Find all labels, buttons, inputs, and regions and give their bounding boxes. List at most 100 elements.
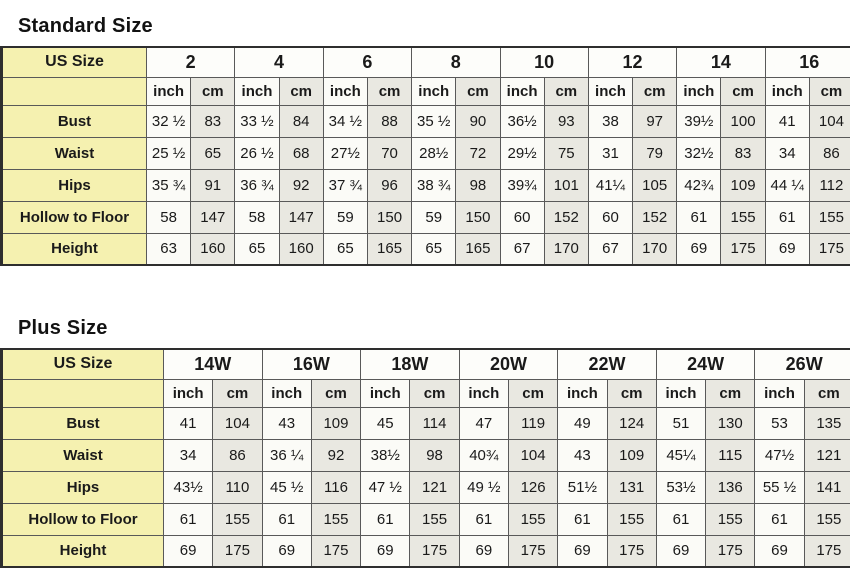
unit-header-cm: cm <box>409 378 460 408</box>
measurement-value-inch: 39¾ <box>499 168 545 202</box>
measurement-value-cm: 170 <box>543 232 589 266</box>
measurement-value-cm: 130 <box>705 406 756 440</box>
unit-header-cm: cm <box>705 378 756 408</box>
measurement-value-cm: 104 <box>212 406 263 440</box>
measurement-value-cm: 116 <box>310 470 362 504</box>
measurement-value-cm: 110 <box>212 470 263 504</box>
measurement-value-inch: 65 <box>411 232 457 266</box>
measurement-value-inch: 67 <box>587 232 634 266</box>
size-header: 6 <box>322 46 413 78</box>
measurement-value-inch: 61 <box>655 502 707 536</box>
measurement-value-cm: 155 <box>409 502 460 536</box>
measurement-value-inch: 60 <box>499 200 545 234</box>
size-header: 12 <box>587 46 678 78</box>
measurement-value-inch: 61 <box>360 502 411 536</box>
measurement-value-cm: 104 <box>507 438 559 472</box>
measurement-value-inch: 44 ¼ <box>764 168 810 202</box>
standard-size-section: Standard Size US Size 2 4 6 8 10 12 14 16 inch cm i… <box>0 14 850 266</box>
measurement-value-cm: 136 <box>705 470 756 504</box>
label-column-spacer <box>1 76 147 106</box>
measurement-value-inch: 31 <box>587 136 634 170</box>
measurement-value-cm: 98 <box>455 168 501 202</box>
measurement-value-cm: 126 <box>507 470 559 504</box>
measurement-value-inch: 34 ½ <box>322 104 368 138</box>
measurement-label: Hollow to Floor <box>1 502 164 536</box>
measurement-value-inch: 38 <box>587 104 634 138</box>
size-header: 4 <box>234 46 324 78</box>
measurement-value-cm: 155 <box>310 502 362 536</box>
measurement-value-inch: 43 <box>261 406 312 440</box>
measurement-value-cm: 165 <box>366 232 413 266</box>
measurement-value-cm: 109 <box>720 168 766 202</box>
plus-size-table: US Size 14W 16W 18W 20W 22W 24W 26W inch cm inch cm… <box>0 348 850 568</box>
measurement-value-cm: 83 <box>190 104 236 138</box>
measurement-value-cm: 91 <box>190 168 236 202</box>
measurement-value-cm: 124 <box>606 406 657 440</box>
measurement-value-inch: 53 <box>754 406 805 440</box>
measurement-value-cm: 155 <box>808 200 850 234</box>
measurement-value-inch: 29½ <box>499 136 545 170</box>
measurement-value-cm: 175 <box>507 534 559 568</box>
unit-header-inch: inch <box>261 378 312 408</box>
unit-header-inch: inch <box>764 76 810 106</box>
measurement-value-cm: 147 <box>278 200 324 234</box>
measurement-value-cm: 79 <box>632 136 678 170</box>
measurement-value-inch: 35 ¾ <box>145 168 192 202</box>
measurement-value-inch: 32 ½ <box>145 104 192 138</box>
measurement-label: Waist <box>1 438 164 472</box>
measurement-value-cm: 101 <box>543 168 589 202</box>
plus-size-title: Plus Size <box>18 317 108 339</box>
measurement-value-cm: 175 <box>705 534 756 568</box>
measurement-value-inch: 49 <box>557 406 608 440</box>
measurement-value-inch: 51½ <box>557 470 608 504</box>
unit-header-cm: cm <box>808 76 850 106</box>
measurement-value-cm: 104 <box>808 104 850 138</box>
measurement-value-cm: 135 <box>803 406 850 440</box>
measurement-value-cm: 88 <box>366 104 413 138</box>
us-size-corner-label: US Size <box>1 46 147 78</box>
measurement-value-cm: 109 <box>310 406 362 440</box>
measurement-value-cm: 150 <box>455 200 501 234</box>
measurement-value-cm: 92 <box>310 438 362 472</box>
measurement-value-inch: 41 <box>764 104 810 138</box>
measurement-value-inch: 41 <box>162 406 214 440</box>
measurement-value-cm: 68 <box>278 136 324 170</box>
unit-header-inch: inch <box>557 378 608 408</box>
measurement-value-cm: 92 <box>278 168 324 202</box>
standard-size-table: US Size 2 4 6 8 10 12 14 16 inch cm inch cm inch cm inc… <box>0 46 850 266</box>
measurement-value-inch: 25 ½ <box>145 136 192 170</box>
measurement-value-inch: 38 ¾ <box>411 168 457 202</box>
measurement-value-cm: 155 <box>720 200 766 234</box>
measurement-value-inch: 69 <box>764 232 810 266</box>
measurement-value-cm: 65 <box>190 136 236 170</box>
measurement-value-inch: 34 <box>162 438 214 472</box>
unit-header-inch: inch <box>458 378 509 408</box>
unit-header-inch: inch <box>655 378 707 408</box>
measurement-value-cm: 96 <box>366 168 413 202</box>
measurement-value-inch: 36 ¾ <box>234 168 280 202</box>
measurement-value-cm: 97 <box>632 104 678 138</box>
measurement-value-inch: 42¾ <box>676 168 722 202</box>
measurement-value-cm: 141 <box>803 470 850 504</box>
measurement-value-inch: 39½ <box>676 104 722 138</box>
size-header: 20W <box>458 348 559 380</box>
size-header: 8 <box>411 46 501 78</box>
size-header: 16 <box>764 46 850 78</box>
measurement-value-cm: 86 <box>808 136 850 170</box>
measurement-value-inch: 69 <box>162 534 214 568</box>
measurement-value-inch: 41¼ <box>587 168 634 202</box>
measurement-value-inch: 58 <box>145 200 192 234</box>
measurement-value-inch: 47 <box>458 406 509 440</box>
measurement-value-inch: 35 ½ <box>411 104 457 138</box>
unit-header-cm: cm <box>455 76 501 106</box>
measurement-value-inch: 45 <box>360 406 411 440</box>
measurement-value-cm: 119 <box>507 406 559 440</box>
size-header: 16W <box>261 348 362 380</box>
unit-header-inch: inch <box>754 378 805 408</box>
measurement-value-inch: 61 <box>754 502 805 536</box>
unit-header-cm: cm <box>632 76 678 106</box>
measurement-value-inch: 69 <box>754 534 805 568</box>
measurement-value-cm: 131 <box>606 470 657 504</box>
measurement-value-inch: 36 ¼ <box>261 438 312 472</box>
measurement-label: Bust <box>1 406 164 440</box>
